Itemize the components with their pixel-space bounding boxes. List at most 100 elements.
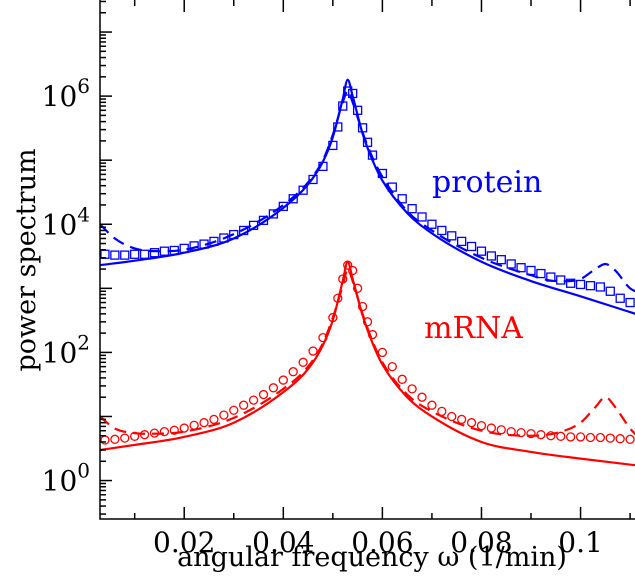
mrna-data-point (318, 332, 328, 343)
mrna-data-point (625, 434, 635, 444)
mrna-data-point (457, 414, 467, 425)
protein-data-point (248, 220, 259, 231)
x-tick-label: 0.06 (351, 526, 413, 559)
mrna-data-point (546, 431, 556, 441)
protein-data-point (239, 225, 249, 236)
protein-data-point (258, 215, 269, 226)
x-tick-label: 0.08 (450, 526, 512, 559)
protein-dashed-curve (100, 89, 635, 293)
mrna-data-point (397, 374, 407, 384)
mrna-data-point (565, 432, 576, 442)
protein-data-point (130, 249, 140, 259)
protein-data-point (417, 212, 427, 222)
y-tick-label: 104 (42, 202, 90, 241)
protein-data-point (516, 263, 526, 273)
protein-data-point (333, 122, 343, 132)
mrna-data-point (278, 375, 288, 385)
protein-data-point (298, 185, 308, 195)
protein-data-point (625, 297, 635, 308)
mrna-data-point (288, 367, 298, 377)
mrna-data-point (110, 434, 120, 444)
protein-data-point (407, 204, 417, 214)
protein-data-point (447, 231, 457, 241)
protein-data-point (457, 236, 467, 247)
mrna-dashed-curve (100, 267, 635, 437)
mrna-data-point (466, 418, 477, 428)
mrna-data-point (100, 435, 110, 445)
protein-data-point (229, 229, 239, 240)
mrna-data-point (427, 400, 437, 410)
protein-label: protein (432, 165, 542, 200)
protein-data-point (159, 246, 170, 256)
protein-data-point (605, 286, 615, 296)
mrna-data-point (556, 431, 566, 441)
mrna-data-point (219, 410, 229, 420)
x-axis-title: angular frequency ω (1/min) (177, 542, 567, 573)
mrna-data-point (179, 423, 189, 433)
protein-data-point (506, 259, 516, 269)
mrna-data-point (343, 260, 353, 270)
mrna-data-point (120, 433, 130, 443)
protein-data-point (437, 225, 447, 236)
mrna-data-point (189, 420, 199, 430)
mrna-data-point (486, 423, 497, 433)
protein-data-point (387, 182, 397, 192)
protein-data-point (362, 137, 373, 147)
protein-data-point (278, 201, 288, 212)
protein-data-point (427, 219, 437, 229)
mrna-data-point (328, 312, 338, 323)
protein-data-point (343, 86, 353, 96)
mrna-data-point (357, 301, 368, 312)
protein-data-point (149, 248, 160, 258)
y-axis-title: power spectrum (11, 148, 42, 371)
protein-data-point (357, 123, 368, 133)
mrna-data-point (229, 405, 239, 415)
mrna-data-point (526, 428, 536, 439)
mrna-data-point (615, 434, 625, 444)
mrna-label: mRNA (424, 311, 523, 346)
plot-frame (99, 0, 635, 520)
y-tick-label: 102 (42, 330, 90, 369)
protein-data-point (199, 239, 209, 249)
protein-data-point (189, 241, 199, 251)
protein-data-point (338, 101, 348, 111)
mrna-data-point (496, 425, 506, 435)
mrna-data-point (407, 384, 417, 394)
protein-data-point (308, 174, 318, 185)
protein-data-point (585, 281, 596, 291)
protein-data-point (120, 250, 130, 260)
mrna-data-point (476, 420, 487, 431)
mrna-data-point (159, 426, 170, 437)
mrna-data-point (536, 430, 546, 440)
mrna-data-point (447, 411, 457, 422)
mrna-data-point (338, 274, 348, 284)
protein-data-point (397, 194, 407, 204)
mrna-data-point (417, 392, 427, 402)
mrna-data-point (149, 428, 160, 438)
protein-data-point (556, 275, 566, 285)
mrna-data-point (169, 425, 179, 435)
mrna-data-point (199, 418, 209, 428)
mrna-data-point (258, 389, 269, 400)
mrna-data-point (268, 383, 279, 393)
protein-data-point (318, 161, 328, 172)
mrna-data-point (595, 432, 606, 443)
protein-data-point (546, 272, 556, 282)
protein-data-point (595, 282, 606, 292)
protein-data-point (110, 250, 120, 260)
mrna-data-point (209, 414, 219, 425)
mrna-data-point (585, 432, 596, 443)
protein-data-point (526, 265, 536, 276)
mrna-data-point (362, 317, 373, 327)
mrna-data-point (298, 357, 308, 367)
x-tick-label: 0.04 (252, 526, 314, 559)
protein-data-point (496, 255, 506, 265)
protein-data-point (476, 246, 487, 256)
mrna-data-point (506, 426, 516, 437)
protein-data-point (615, 293, 625, 303)
protein-data-point (348, 88, 358, 99)
protein-data-point (367, 150, 378, 160)
protein-data-point (268, 209, 279, 219)
y-tick-label: 106 (42, 74, 90, 113)
